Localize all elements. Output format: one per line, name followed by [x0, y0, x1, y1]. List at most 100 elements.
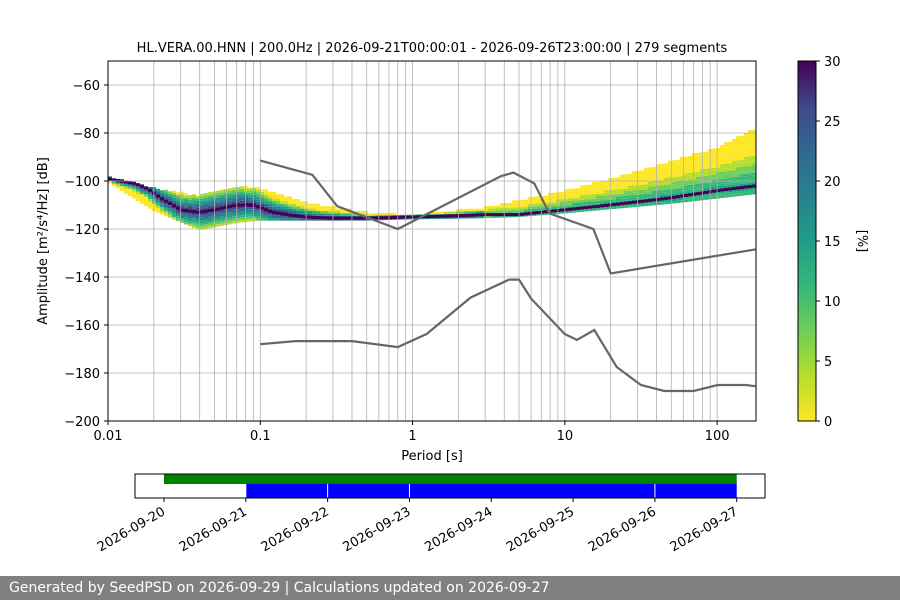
heatmap-cell — [624, 188, 628, 192]
heatmap-cell — [132, 184, 136, 187]
heatmap-cell — [156, 191, 160, 194]
heatmap-cell — [212, 191, 216, 194]
heatmap-cell — [188, 211, 192, 215]
heatmap-cell — [644, 194, 648, 197]
y-tick-label: −160 — [64, 319, 100, 334]
heatmap-mode-cell — [156, 194, 160, 198]
heatmap-cell — [752, 172, 756, 176]
heatmap-cell — [144, 191, 148, 195]
heatmap-cell — [212, 210, 216, 214]
heatmap-cell — [168, 196, 172, 199]
heatmap-cell — [364, 213, 368, 216]
heatmap-cell — [712, 196, 716, 199]
heatmap-cell — [716, 162, 720, 165]
heatmap-cell — [216, 197, 220, 201]
heatmap-cell — [188, 206, 192, 210]
heatmap-cell — [728, 158, 732, 162]
heatmap-cell — [480, 208, 484, 212]
heatmap-cell — [744, 171, 748, 174]
heatmap-cell — [736, 177, 740, 180]
heatmap-cell — [628, 205, 632, 208]
heatmap-cell — [112, 181, 116, 184]
heatmap-cell — [596, 186, 600, 189]
heatmap-cell — [192, 199, 196, 202]
heatmap-cell — [648, 186, 652, 189]
heatmap-cell — [656, 183, 660, 186]
heatmap-cell — [180, 205, 184, 209]
heatmap-cell — [656, 190, 660, 193]
heatmap-cell — [656, 164, 660, 167]
colorbar-tick-label: 30 — [824, 55, 841, 70]
heatmap-cell — [688, 175, 692, 178]
heatmap-cell — [632, 187, 636, 191]
heatmap-cell — [484, 210, 488, 214]
heatmap-cell — [712, 155, 716, 159]
heatmap-cell — [204, 202, 208, 205]
heatmap-cell — [664, 180, 668, 183]
heatmap-cell — [652, 195, 656, 199]
heatmap-mode-cell — [612, 203, 616, 207]
heatmap-mode-cell — [180, 208, 184, 212]
heatmap-cell — [224, 208, 228, 211]
heatmap-cell — [192, 194, 196, 197]
heatmap-cell — [220, 216, 224, 219]
heatmap-cell — [216, 202, 220, 206]
heatmap-cell — [680, 166, 684, 169]
heatmap-cell — [164, 208, 168, 212]
heatmap-cell — [560, 211, 564, 214]
heatmap-mode-cell — [260, 206, 264, 210]
heatmap-cell — [612, 199, 616, 202]
heatmap-cell — [284, 203, 288, 207]
heatmap-cell — [652, 171, 656, 175]
heatmap-cell — [184, 200, 188, 203]
heatmap-cell — [568, 193, 572, 197]
heatmap-cell — [656, 171, 660, 174]
heatmap-cell — [512, 207, 516, 210]
heatmap-cell — [724, 195, 728, 198]
x-tick-label: 0.1 — [250, 429, 271, 444]
heatmap-cell — [248, 188, 252, 191]
heatmap-cell — [232, 197, 236, 200]
heatmap-cell — [640, 204, 644, 207]
heatmap-cell — [636, 182, 640, 186]
heatmap-cell — [612, 201, 616, 205]
heatmap-cell — [228, 188, 232, 191]
heatmap-cell — [132, 193, 136, 197]
heatmap-cell — [224, 189, 228, 192]
heatmap-cell — [308, 218, 312, 221]
heatmap-cell — [168, 193, 172, 197]
heatmap-mode-cell — [536, 211, 540, 215]
heatmap-cell — [240, 220, 244, 223]
heatmap-cell — [608, 202, 612, 205]
heatmap-mode-cell — [572, 207, 576, 211]
heatmap-cell — [664, 177, 668, 181]
heatmap-cell — [668, 189, 672, 192]
heatmap-cell — [672, 193, 676, 197]
heatmap-cell — [528, 213, 532, 217]
heatmap-mode-cell — [640, 199, 644, 203]
heatmap-mode-cell — [276, 211, 280, 215]
heatmap-cell — [208, 213, 212, 217]
heatmap-cell — [696, 159, 700, 163]
heatmap-cell — [644, 172, 648, 175]
heatmap-cell — [236, 189, 240, 192]
heatmap-cell — [496, 210, 500, 213]
heatmap-cell — [172, 193, 176, 196]
heatmap-cell — [464, 216, 468, 219]
heatmap-cell — [748, 192, 752, 195]
heatmap-cell — [140, 186, 144, 190]
heatmap-cell — [720, 164, 724, 167]
colorbar-tick-label: 10 — [824, 295, 841, 310]
heatmap-cell — [692, 165, 696, 168]
heatmap-cell — [200, 224, 204, 228]
heatmap-cell — [712, 194, 716, 197]
timeline-tick-label: 2026-09-25 — [504, 504, 577, 555]
heatmap-cell — [748, 139, 752, 143]
heatmap-cell — [748, 142, 752, 145]
heatmap-cell — [664, 201, 668, 205]
heatmap-mode-cell — [216, 207, 220, 211]
heatmap-cell — [312, 206, 316, 209]
heatmap-cell — [208, 204, 212, 207]
heatmap-cell — [728, 141, 732, 145]
colorbar-tick-label: 0 — [824, 415, 832, 430]
